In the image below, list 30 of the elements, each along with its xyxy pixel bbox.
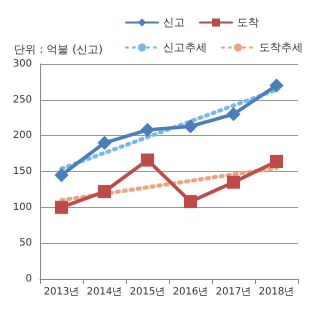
point xyxy=(226,107,240,122)
y-tick-label: 100 xyxy=(12,202,32,213)
y-tick-label: 200 xyxy=(12,130,32,142)
x-tick-label: 2014년 xyxy=(86,286,122,298)
point xyxy=(227,176,240,189)
point xyxy=(140,122,154,137)
x-tick-label: 2013년 xyxy=(44,286,80,298)
point xyxy=(55,200,68,214)
y-tick-label: 50 xyxy=(19,238,32,249)
legend-label: 신고 xyxy=(163,16,185,29)
y-tick-label: 150 xyxy=(12,166,32,177)
x-tick-label: 2016년 xyxy=(172,286,208,298)
legend-label: 신고추세 xyxy=(163,41,207,54)
legend-label: 도착추세 xyxy=(259,41,303,54)
point xyxy=(98,185,111,198)
point xyxy=(184,195,197,208)
point xyxy=(98,136,112,150)
y-tick-label: 300 xyxy=(12,58,32,70)
point xyxy=(270,154,283,168)
text: 단위 : 억불 (신고) xyxy=(14,43,103,56)
y-tick-label: 0 xyxy=(26,274,32,284)
legend-label: 도착 xyxy=(237,16,259,29)
x-tick-label: 2015년 xyxy=(130,286,166,298)
x-tick-label: 2018년 xyxy=(258,286,294,298)
point xyxy=(270,78,284,92)
point xyxy=(141,154,154,167)
x-tick-label: 2017년 xyxy=(216,286,252,298)
point xyxy=(54,168,68,182)
point xyxy=(184,119,198,134)
y-tick-label: 250 xyxy=(12,94,32,106)
